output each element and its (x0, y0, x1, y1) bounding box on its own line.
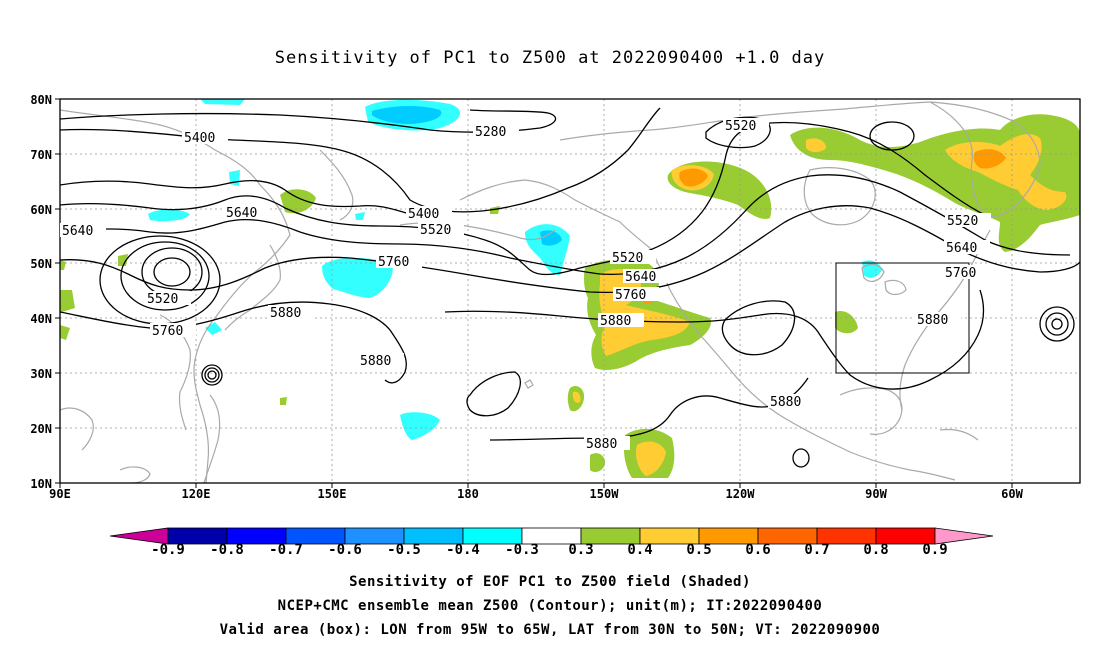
contour-5760 (60, 205, 1080, 293)
coastlines (60, 101, 1041, 483)
contour-label: 5880 (600, 314, 631, 329)
contour-label: 5640 (226, 206, 257, 221)
latitude-labels: 80N 70N 60N 50N 40N 30N 20N 10N (30, 93, 52, 491)
lon-label: 60W (1001, 487, 1023, 501)
contour-label: 5760 (378, 255, 409, 270)
lat-label: 50N (30, 257, 52, 271)
lon-label: 150W (590, 487, 620, 501)
contour-label: 5640 (625, 270, 656, 285)
longitude-labels: 90E 120E 150E 180 150W 120W 90W 60W (49, 487, 1023, 501)
contour-label: 5520 (947, 214, 978, 229)
colorbar-tick: 0.8 (863, 542, 889, 558)
shade-negative (148, 209, 190, 222)
validation-area-box (835, 262, 970, 374)
contour-label: 5520 (147, 292, 178, 307)
shade-positive (280, 189, 316, 214)
colorbar-tick: 0.9 (922, 542, 948, 558)
plot-frame (59, 98, 1081, 484)
colorbar-tick: -0.3 (505, 542, 539, 558)
contour-label: 5520 (420, 223, 451, 238)
colorbar-tick: 0.4 (627, 542, 653, 558)
contour-low (466, 371, 521, 417)
shade-positive (60, 290, 75, 312)
contour-label: 5400 (184, 131, 215, 146)
colorbar-tick: -0.6 (328, 542, 362, 558)
shade-positive (490, 206, 500, 214)
contour-label: 5520 (612, 251, 643, 266)
contour-5880 (489, 377, 809, 441)
shade-positive (280, 397, 287, 405)
lat-label: 70N (30, 148, 52, 162)
lat-label: 30N (30, 367, 52, 381)
shade-negative (355, 212, 365, 220)
contour-labels: 5400 5280 5520 5640 5400 5520 5640 5760 … (60, 118, 991, 452)
colorbar (109, 527, 994, 545)
shade-negative (540, 230, 562, 246)
lat-label: 80N (30, 93, 52, 107)
contour-5880 (60, 301, 407, 384)
colorbar-tick: -0.9 (151, 542, 185, 558)
shade-positive (572, 391, 581, 403)
shade-negative (372, 105, 442, 124)
contour-label: 5760 (945, 266, 976, 281)
contour-label: 5280 (475, 125, 506, 140)
caption-contour: NCEP+CMC ensemble mean Z500 (Contour); u… (277, 598, 823, 614)
contour-label: 5880 (270, 306, 301, 321)
colorbar-tick: -0.7 (269, 542, 303, 558)
shade-negative (229, 170, 240, 186)
contour-label: 5880 (586, 437, 617, 452)
colorbar-tick: 0.3 (568, 542, 594, 558)
shade-negative (200, 99, 245, 105)
lon-label: 120W (726, 487, 756, 501)
colorbar-tick: 0.7 (804, 542, 830, 558)
shade-positive (590, 453, 606, 472)
tick-marks (55, 98, 1013, 488)
shade-positive (636, 441, 666, 476)
colorbar-tick: -0.4 (446, 542, 480, 558)
contour-5280 (60, 109, 557, 133)
lon-label: 120E (182, 487, 211, 501)
contour-5400 (60, 179, 411, 215)
shade-positive (60, 260, 66, 270)
shade-negative (205, 322, 222, 335)
shade-positive (806, 138, 826, 153)
shade-negative (400, 412, 440, 440)
lat-label: 60N (30, 203, 52, 217)
contour-label: 5640 (62, 224, 93, 239)
lon-label: 180 (457, 487, 479, 501)
colorbar-tick: -0.5 (387, 542, 421, 558)
colorbar-tick: 0.5 (686, 542, 712, 558)
contour-label: 5640 (946, 241, 977, 256)
contour-5640 (60, 174, 1071, 276)
contour-label: 5880 (917, 313, 948, 328)
lat-label: 10N (30, 477, 52, 491)
caption-shaded: Sensitivity of EOF PC1 to Z500 field (Sh… (349, 574, 751, 590)
lon-label: 150E (318, 487, 347, 501)
lat-label: 40N (30, 312, 52, 326)
lon-label: 90W (865, 487, 887, 501)
shade-positive (60, 325, 70, 340)
caption-valid-area: Valid area (box): LON from 95W to 65W, L… (219, 622, 881, 638)
colorbar-tick: -0.8 (210, 542, 244, 558)
shade-negative (322, 257, 393, 298)
contour-label: 5520 (725, 119, 756, 134)
contour-5880 (444, 289, 985, 390)
shade-positive (835, 310, 858, 334)
lat-label: 20N (30, 422, 52, 436)
lon-label: 90E (49, 487, 71, 501)
contour-label: 5760 (152, 324, 183, 339)
colorbar-segment (934, 527, 994, 545)
contour-label: 5880 (770, 395, 801, 410)
map-title: Sensitivity of PC1 to Z500 at 2022090400… (274, 48, 826, 68)
contour-label: 5760 (615, 288, 646, 303)
contour-label: 5880 (360, 354, 391, 369)
contour-5520 (60, 121, 986, 276)
sensitivity-shading (60, 99, 1080, 478)
contour-low (721, 300, 796, 356)
colorbar-tick: 0.6 (745, 542, 771, 558)
shade-positive (679, 168, 708, 187)
colorbar-tick-labels: -0.9 -0.8 -0.7 -0.6 -0.5 -0.4 -0.3 0.3 0… (0, 542, 1100, 560)
contour-label: 5400 (408, 207, 439, 222)
